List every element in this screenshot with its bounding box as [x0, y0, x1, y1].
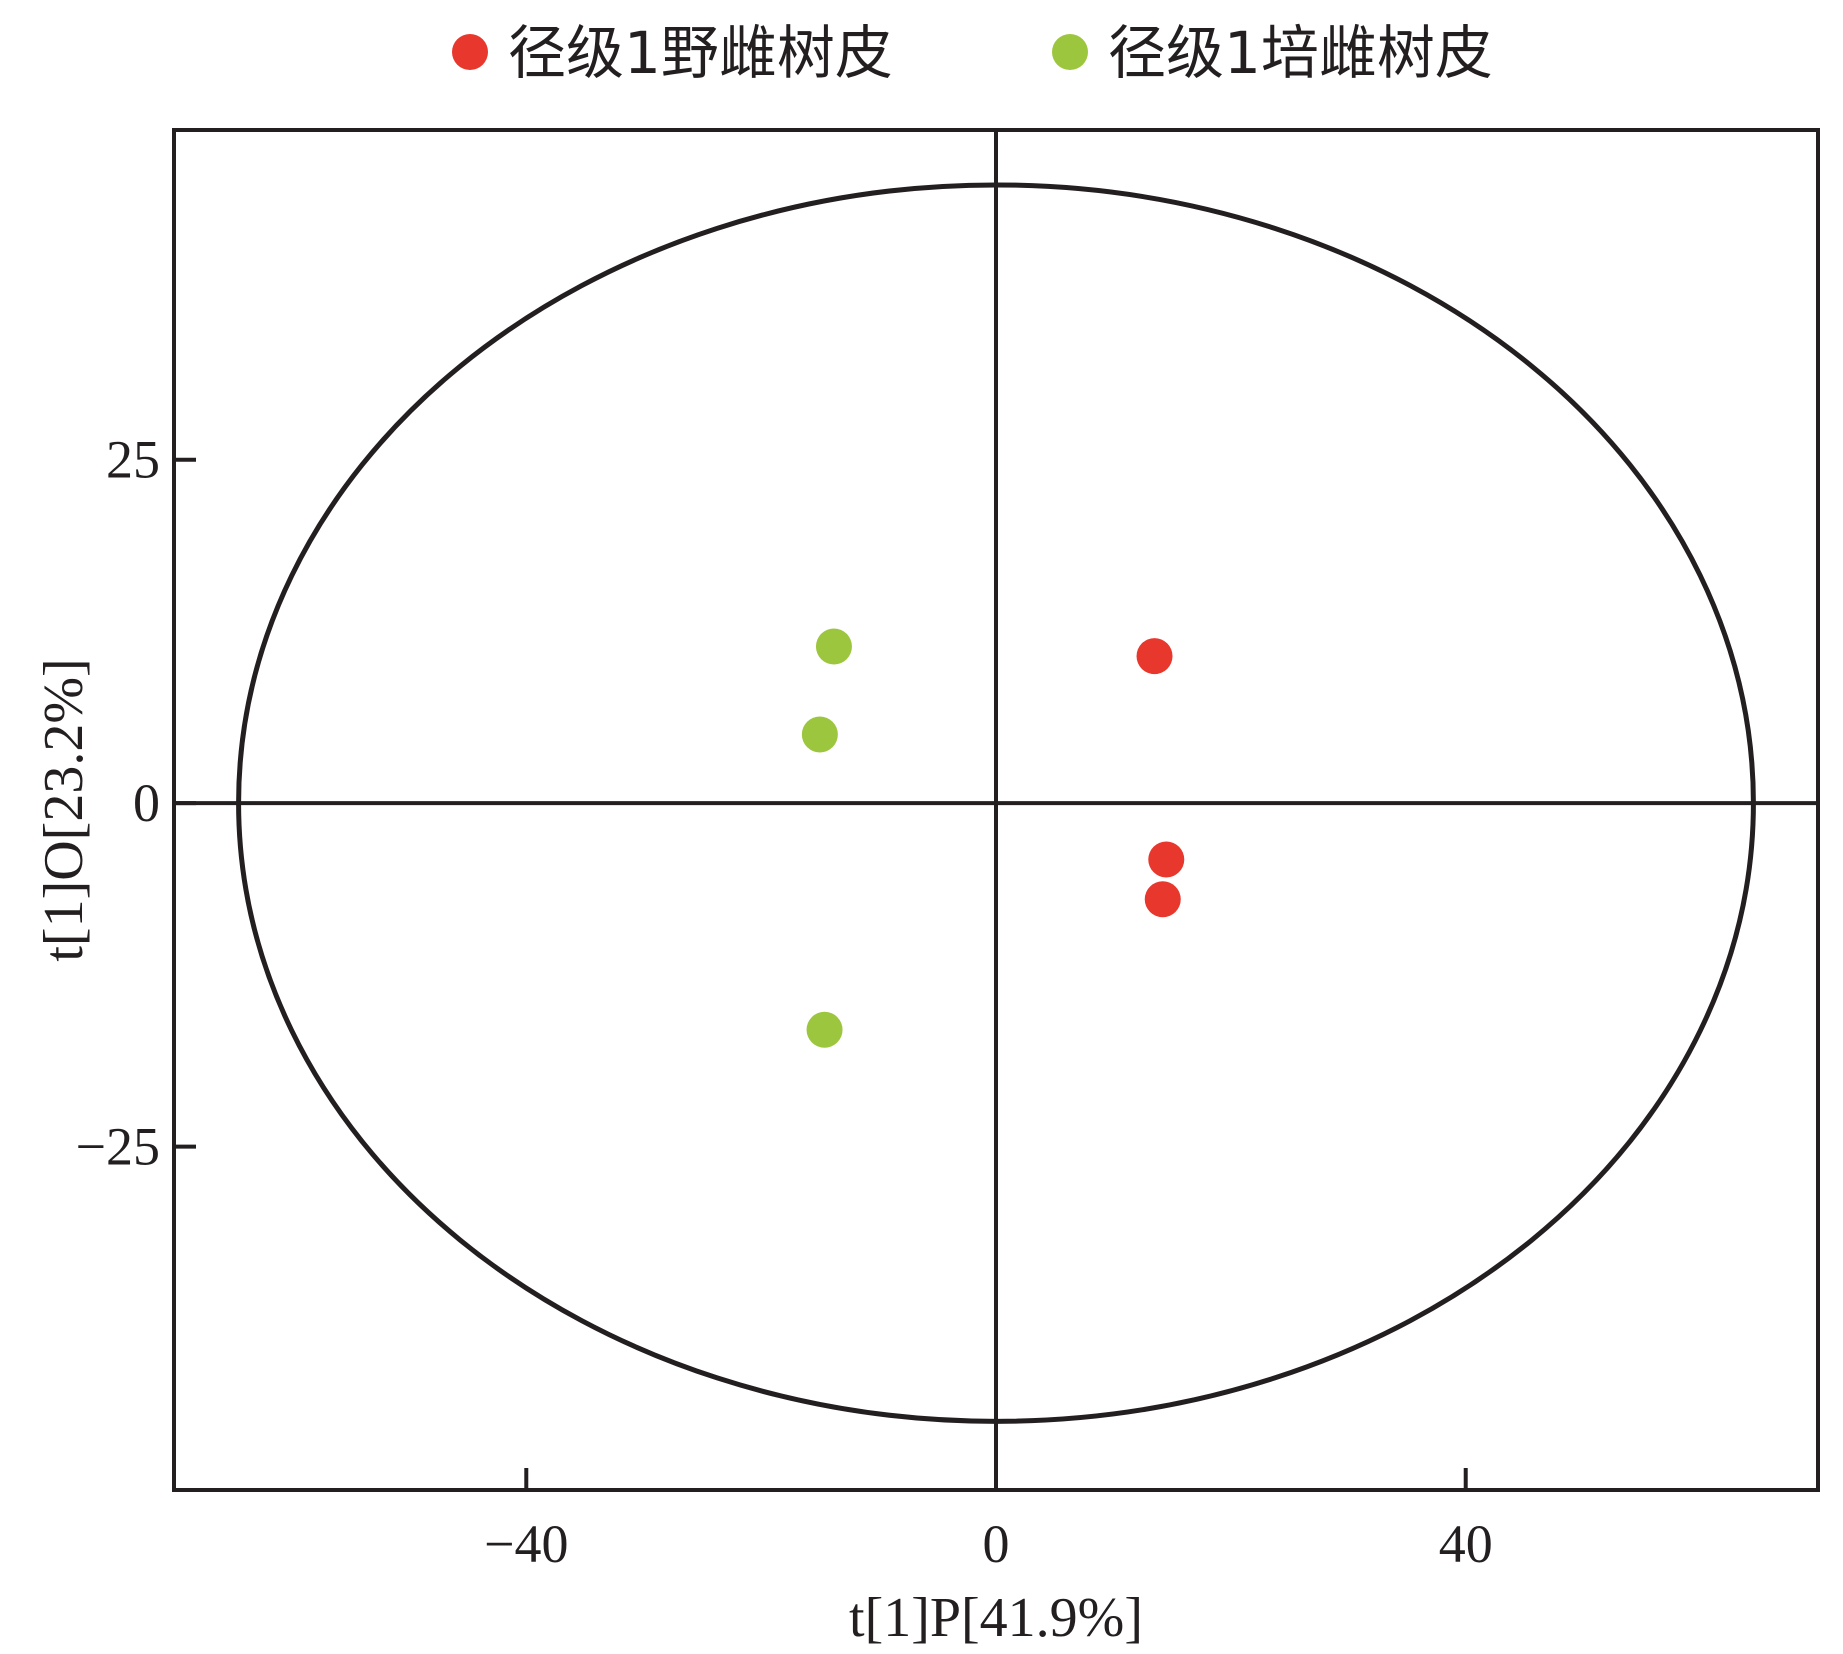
legend-marker	[1052, 34, 1088, 70]
data-point	[815, 628, 852, 665]
x-tick-label: 0	[983, 1514, 1010, 1574]
data-point	[1148, 841, 1185, 878]
axis-ticks: −40 0 40 −25 0 25	[76, 430, 1493, 1574]
x-tick-label: 40	[1439, 1514, 1493, 1574]
data-points	[801, 628, 1185, 1048]
x-axis-label: t[1]P[41.9%]	[849, 1587, 1143, 1649]
data-point	[1144, 881, 1181, 918]
data-point	[806, 1011, 843, 1048]
data-point	[1136, 638, 1173, 675]
plot-area: −40 0 40 −25 0 25	[76, 128, 1820, 1574]
x-tick-label: −40	[484, 1514, 568, 1574]
legend: 径级1野雌树皮 径级1培雌树皮	[452, 19, 1493, 87]
y-tick-label: −25	[76, 1117, 160, 1177]
y-tick-label: 25	[106, 430, 160, 490]
y-axis-label: t[1]O[23.2%]	[33, 658, 95, 961]
data-point	[801, 716, 838, 753]
legend-label: 径级1培雌树皮	[1108, 19, 1493, 87]
y-tick-label: 0	[133, 773, 160, 833]
legend-label: 径级1野雌树皮	[508, 19, 893, 87]
legend-marker	[452, 34, 488, 70]
